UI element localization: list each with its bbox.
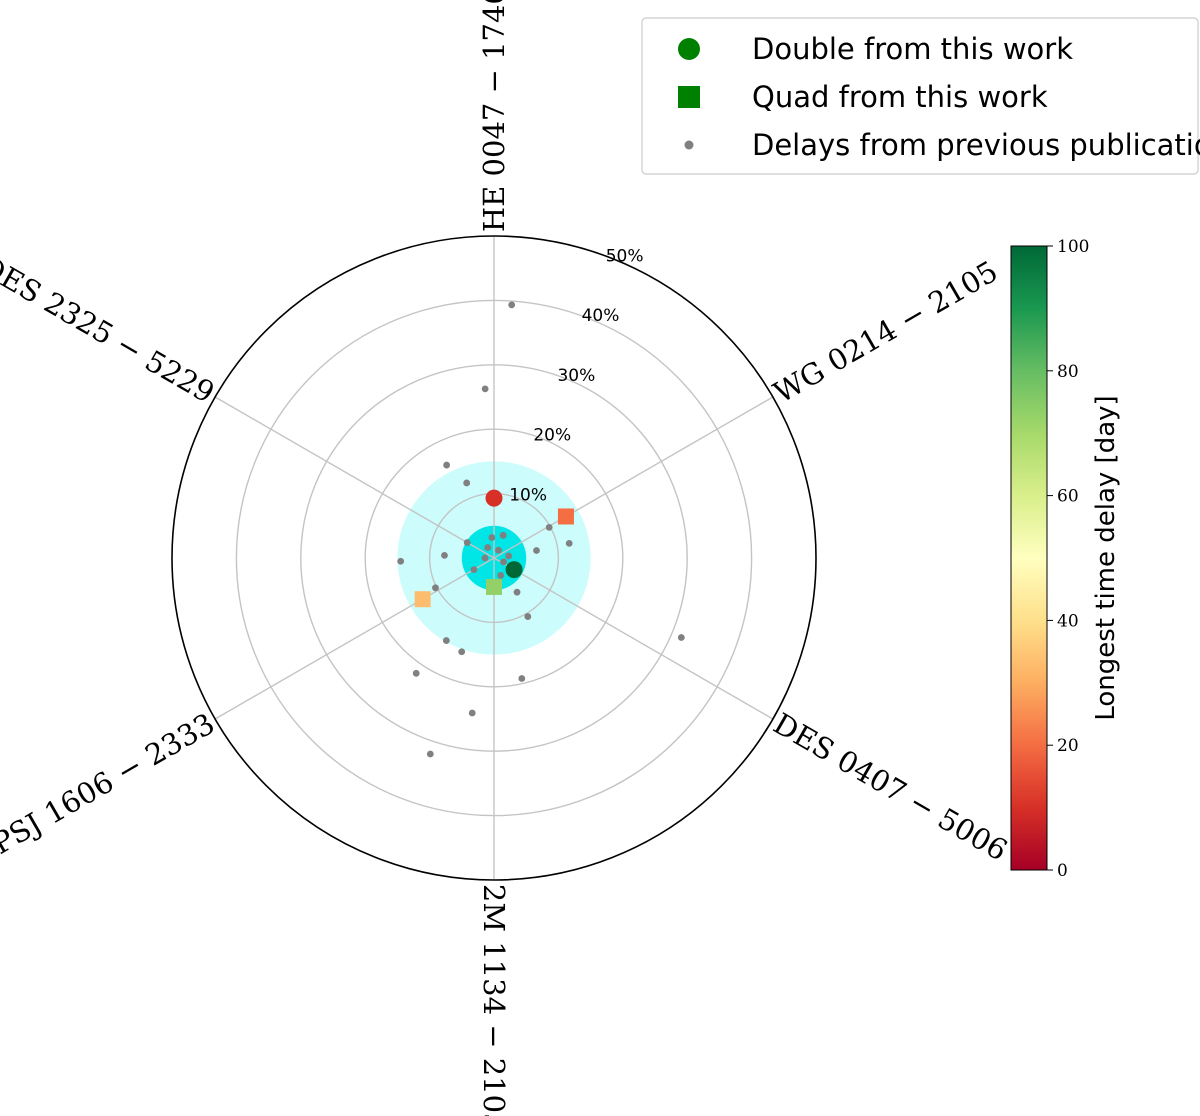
previous-delay-point	[499, 531, 507, 539]
previous-delay-point	[545, 524, 553, 531]
previous-delay-point	[524, 613, 532, 620]
quad-lens-point	[486, 578, 502, 595]
ring-label-4: 50%	[606, 246, 644, 266]
previous-delay-point	[432, 584, 439, 592]
colorbar-tick-label: 100	[1057, 237, 1089, 257]
colorbar-gradient	[1010, 245, 1048, 871]
colorbar-tick-label: 60	[1057, 487, 1079, 507]
previous-delay-point	[397, 557, 405, 565]
legend-marker-quad	[678, 86, 700, 108]
grid-spoke-1	[493, 396, 774, 559]
colorbar-tick-label: 80	[1057, 362, 1079, 382]
spoke-label-4: PSJ 1606 − 2333	[0, 706, 220, 861]
quad-lens-point	[414, 591, 431, 608]
spoke-label-0: HE 0047 − 1746	[477, 0, 511, 232]
ring-label-2: 30%	[557, 366, 595, 386]
colorbar-label: Longest time delay [day]	[1091, 395, 1121, 720]
previous-delay-point	[463, 479, 471, 487]
previous-delay-point	[518, 675, 526, 682]
quad-lens-point	[557, 508, 574, 525]
double-lens-point	[485, 489, 503, 507]
grid-spoke-5	[214, 396, 495, 559]
previous-delay-point	[508, 301, 516, 309]
previous-delay-point	[441, 552, 448, 559]
previous-delay-point	[497, 572, 505, 579]
spoke-label-5: DES 2325 − 5229	[0, 248, 220, 409]
grid-spoke-4	[214, 557, 495, 720]
data-points	[397, 301, 685, 758]
spoke-label-3: 2M 1134 − 2103	[477, 884, 511, 1116]
previous-delay-point	[488, 534, 496, 541]
colorbar: 0 20 40 60 80 100 Longest time delay [day]	[1010, 237, 1121, 881]
double-lens-point	[505, 561, 523, 579]
legend-label-double: Double from this work	[752, 32, 1073, 66]
radial-tick-labels: 10% 20% 30% 40% 50%	[509, 246, 643, 505]
polar-outer-boundary	[171, 235, 817, 881]
previous-delay-point	[505, 552, 513, 560]
legend-marker-double	[678, 38, 700, 60]
previous-delay-point	[442, 637, 450, 644]
previous-delay-point	[513, 588, 521, 596]
previous-delay-point	[484, 544, 492, 551]
colorbar-ticks: 0 20 40 60 80 100	[1047, 237, 1089, 881]
previous-delay-point	[463, 539, 471, 546]
previous-delay-point	[443, 461, 451, 469]
colorbar-tick-label: 40	[1057, 611, 1079, 631]
previous-delay-point	[565, 539, 573, 547]
previous-delay-point	[412, 669, 420, 677]
legend-frame	[641, 17, 1199, 175]
grid-spoke-2	[493, 557, 774, 720]
ring-label-3: 40%	[582, 306, 620, 326]
previous-delay-point	[481, 554, 489, 562]
legend-label-quad: Quad from this work	[752, 80, 1048, 114]
colorbar-tick-label: 0	[1057, 861, 1068, 881]
previous-delay-point	[677, 634, 685, 641]
spoke-label-2: DES 0407 − 5006	[768, 706, 1014, 867]
previous-delay-point	[468, 709, 476, 717]
spoke-label-1: WG 0214 − 2105	[768, 254, 1004, 410]
legend-label-previous: Delays from previous publication	[752, 128, 1200, 162]
previous-delay-point	[458, 648, 466, 656]
previous-delay-point	[495, 546, 502, 554]
legend: Double from this work Quad from this wor…	[641, 17, 1200, 175]
previous-delay-point	[500, 558, 507, 566]
ring-label-1: 20%	[533, 426, 571, 446]
previous-delay-point	[481, 385, 489, 393]
ring-label-0: 10%	[509, 485, 547, 505]
previous-delay-point	[533, 547, 540, 554]
previous-delay-point	[426, 750, 434, 758]
colorbar-tick-label: 20	[1057, 736, 1079, 756]
previous-delay-point	[470, 566, 478, 573]
legend-marker-previous	[684, 140, 694, 150]
angular-grid	[214, 236, 774, 880]
